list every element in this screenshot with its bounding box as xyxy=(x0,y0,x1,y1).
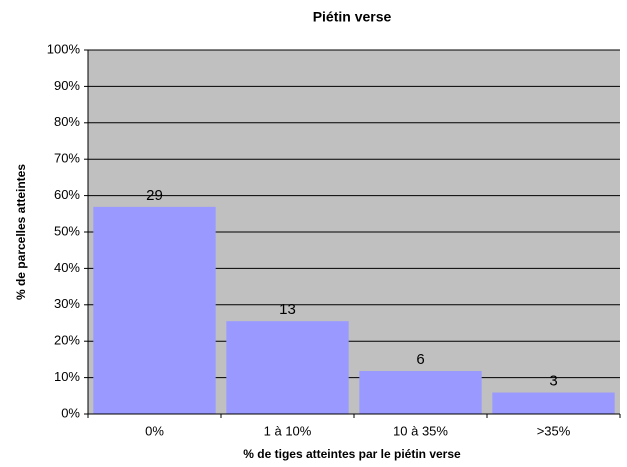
y-tick-label: 50% xyxy=(54,223,80,238)
data-label: 29 xyxy=(146,187,163,204)
y-tick-label: 10% xyxy=(54,369,80,384)
y-tick-label: 100% xyxy=(47,41,81,56)
y-tick-label: 40% xyxy=(54,260,80,275)
x-axis-label: % de tiges atteintes par le piétin verse xyxy=(243,447,461,461)
y-tick-label: 20% xyxy=(54,333,80,348)
y-tick-label: 80% xyxy=(54,114,80,129)
x-tick-label: 0% xyxy=(145,423,164,438)
data-label: 6 xyxy=(416,351,424,368)
y-tick-label: 90% xyxy=(54,78,80,93)
bar xyxy=(226,321,349,414)
y-tick-label: 60% xyxy=(54,187,80,202)
x-tick-label: >35% xyxy=(537,423,571,438)
data-label: 3 xyxy=(549,372,557,389)
bar xyxy=(492,392,615,414)
chart-title: Piétin verse xyxy=(313,9,392,25)
x-tick-label: 10 à 35% xyxy=(393,423,448,438)
bar xyxy=(359,371,482,414)
y-tick-label: 70% xyxy=(54,151,80,166)
y-tick-label: 0% xyxy=(61,405,80,420)
x-tick-label: 1 à 10% xyxy=(264,423,312,438)
bar xyxy=(93,206,216,414)
y-tick-label: 30% xyxy=(54,296,80,311)
data-label: 13 xyxy=(279,301,296,318)
y-axis-label: % de parcelles atteintes xyxy=(14,164,28,300)
